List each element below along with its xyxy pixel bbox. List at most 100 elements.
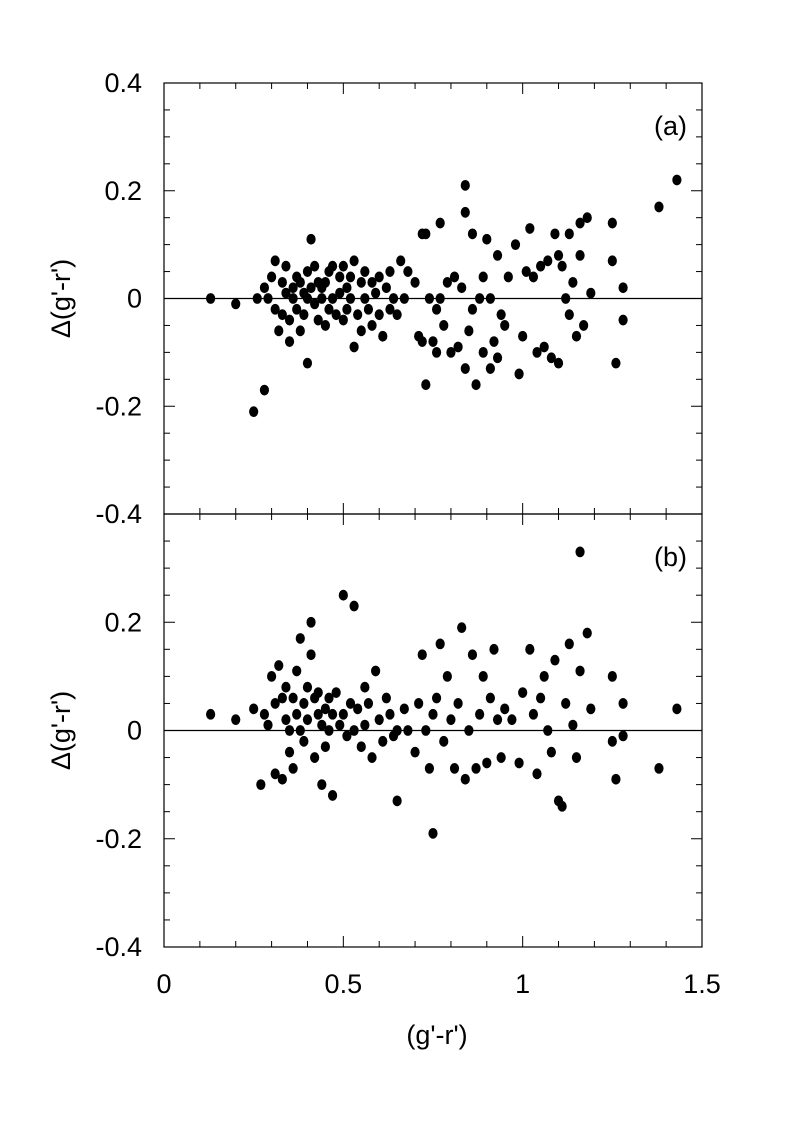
data-point: [281, 714, 291, 726]
data-point: [320, 320, 330, 331]
data-point: [496, 752, 506, 763]
data-point: [313, 314, 323, 326]
data-point: [378, 330, 388, 342]
data-point: [299, 698, 309, 709]
data-point: [442, 670, 452, 682]
data-point: [270, 768, 280, 780]
data-point: [453, 341, 463, 353]
data-point: [575, 250, 585, 261]
data-point: [435, 217, 445, 229]
data-point: [525, 223, 535, 234]
data-point: [460, 206, 470, 218]
data-point: [259, 282, 270, 294]
data-point: [467, 303, 478, 315]
data-point: [317, 719, 327, 731]
data-point: [252, 293, 262, 304]
data-point: [518, 330, 528, 342]
data-point: [489, 336, 499, 347]
data-point: [249, 703, 259, 715]
data-point: [568, 276, 578, 288]
data-point: [496, 309, 506, 321]
data-point: [374, 271, 384, 283]
data-point: [274, 660, 284, 671]
data-point: [281, 287, 291, 299]
data-point: [403, 725, 413, 736]
panel-b: 0.2 0 -0.2 -0.4 0 0.5 1 1.5 Δ(g'-r') (g'-r') (b): [46, 513, 721, 1050]
data-point: [249, 406, 259, 418]
data-point: [349, 725, 359, 736]
data-point: [331, 687, 341, 699]
data-point: [654, 762, 664, 774]
data-point: [356, 741, 366, 753]
data-point: [532, 768, 542, 780]
data-point: [360, 719, 370, 731]
data-point: [482, 233, 492, 245]
data-point: [281, 681, 291, 693]
data-point: [288, 293, 298, 304]
data-point: [374, 714, 384, 726]
data-point: [575, 217, 585, 229]
data-point: [338, 260, 348, 272]
data-point: [356, 276, 366, 288]
data-point: [327, 260, 338, 272]
data-point: [553, 357, 564, 369]
data-point: [457, 282, 467, 294]
data-point: [550, 228, 560, 240]
data-point: [335, 719, 345, 731]
data-point: [295, 276, 305, 288]
data-point: [363, 698, 374, 709]
data-point: [277, 692, 287, 704]
data-point: [338, 314, 348, 326]
data-point: [528, 708, 539, 720]
data-point: [353, 309, 363, 321]
data-point: [381, 692, 391, 704]
data-point: [449, 271, 460, 283]
data-point: [288, 762, 298, 774]
data-point: [492, 714, 503, 726]
data-point: [327, 790, 338, 801]
data-point: [331, 309, 341, 321]
data-point: [231, 714, 241, 726]
data-point: [489, 643, 499, 655]
data-point: [503, 271, 513, 283]
data-point: [672, 174, 682, 186]
data-point: [367, 276, 377, 288]
data-point: [575, 546, 585, 558]
data-point: [299, 309, 309, 321]
data-point: [532, 346, 542, 358]
data-point: [342, 303, 352, 315]
data-point: [324, 692, 334, 704]
data-point: [310, 260, 320, 272]
data-point: [421, 228, 431, 240]
data-point: [464, 725, 474, 736]
data-point: [396, 255, 406, 267]
data-point: [453, 698, 463, 709]
data-point: [385, 303, 395, 315]
data-point: [514, 757, 524, 769]
data-point: [392, 309, 402, 321]
data-point: [292, 708, 302, 720]
y-tick-label: -0.2: [95, 391, 142, 421]
data-point: [267, 271, 277, 283]
data-point: [672, 703, 682, 715]
data-point: [482, 757, 492, 769]
data-point: [392, 795, 402, 807]
data-point: [564, 228, 574, 240]
data-point: [306, 616, 316, 628]
data-point: [284, 336, 295, 347]
data-point: [546, 352, 556, 364]
data-point: [277, 773, 287, 785]
data-point: [607, 255, 617, 267]
data-point: [435, 638, 445, 650]
data-point: [543, 255, 553, 267]
data-point: [385, 266, 395, 277]
data-point: [536, 260, 546, 272]
data-point: [349, 341, 359, 353]
data-point: [414, 698, 424, 709]
panel-label: (b): [654, 542, 687, 572]
data-point: [514, 368, 524, 380]
data-point: [550, 654, 560, 666]
data-point: [302, 681, 313, 693]
y-tick-label: 0.2: [104, 607, 142, 637]
